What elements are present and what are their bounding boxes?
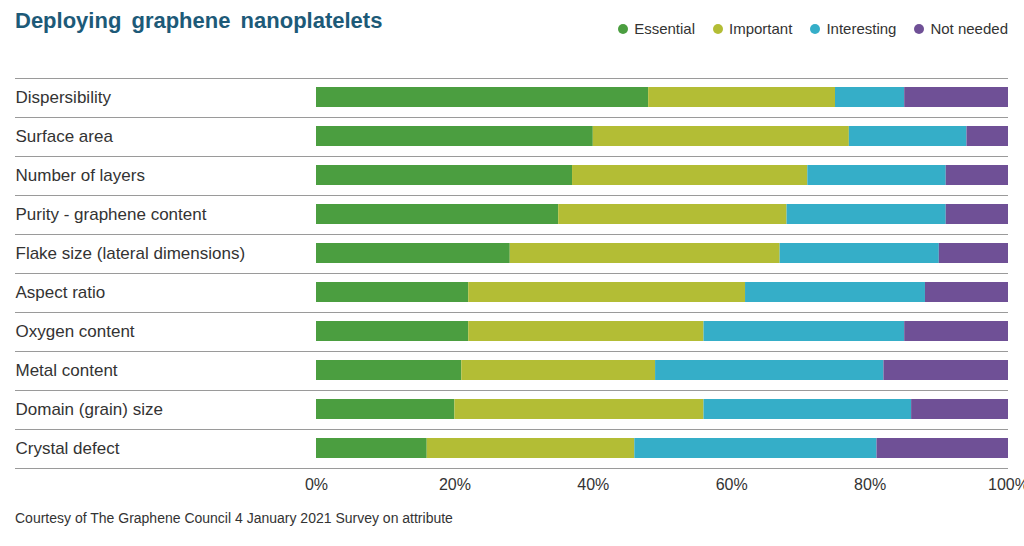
svg-text:40%: 40% bbox=[577, 476, 609, 493]
svg-text:0%: 0% bbox=[305, 476, 328, 493]
svg-text:Purity - graphene content: Purity - graphene content bbox=[16, 205, 207, 224]
svg-text:Metal content: Metal content bbox=[16, 361, 118, 380]
svg-text:Domain (grain) size: Domain (grain) size bbox=[16, 400, 163, 419]
html-text:Courtesy of The Graphene Counc: Courtesy of The Graphene Council 4 Janua… bbox=[15, 510, 453, 526]
svg-text:Crystal defect: Crystal defect bbox=[16, 439, 120, 458]
svg-text:Number of layers: Number of layers bbox=[16, 166, 145, 185]
svg-text:Oxygen content: Oxygen content bbox=[16, 322, 135, 341]
html-text:Important: Important bbox=[729, 20, 793, 37]
svg-text:20%: 20% bbox=[439, 476, 471, 493]
html-text:Interesting: Interesting bbox=[826, 20, 897, 37]
html-text:Deploying graphene nanoplatele: Deploying graphene nanoplatelets bbox=[15, 8, 383, 33]
html-text:Not needed: Not needed bbox=[930, 20, 1008, 37]
svg-text:Aspect ratio: Aspect ratio bbox=[16, 283, 106, 302]
svg-text:Surface area: Surface area bbox=[16, 127, 114, 146]
svg-text:Dispersibility: Dispersibility bbox=[16, 88, 112, 107]
html-text:Essential: Essential bbox=[634, 20, 695, 37]
svg-text:60%: 60% bbox=[716, 476, 748, 493]
svg-text:Flake size (lateral dimensions: Flake size (lateral dimensions) bbox=[16, 244, 246, 263]
svg-text:100%: 100% bbox=[988, 476, 1024, 493]
svg-text:80%: 80% bbox=[854, 476, 886, 493]
